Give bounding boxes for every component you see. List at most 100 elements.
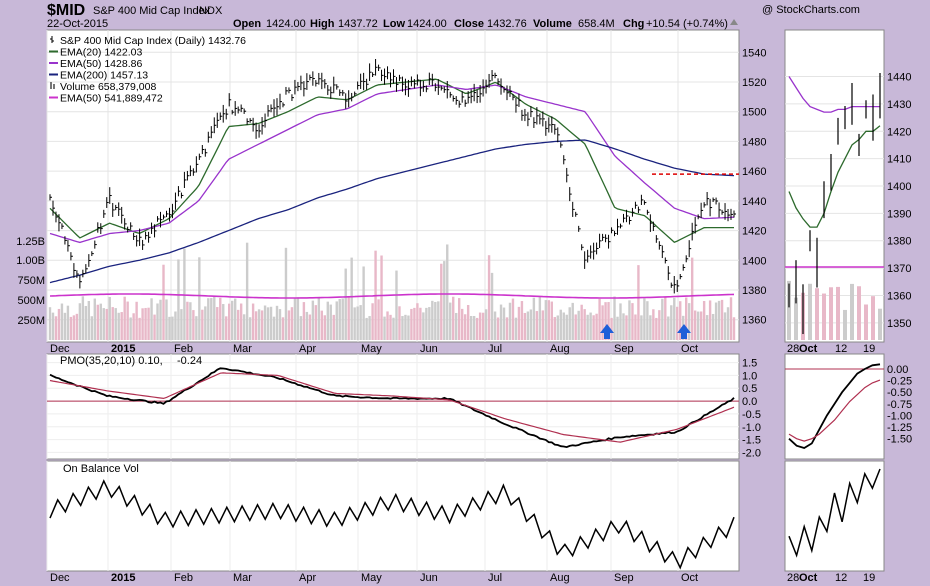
price-tick-label: 1360 bbox=[742, 315, 766, 327]
volume-bar bbox=[320, 310, 324, 340]
volume-bar bbox=[532, 297, 536, 340]
zoom-pmo-tick-label: -0.25 bbox=[887, 376, 912, 388]
legend-ohlc-icon bbox=[50, 36, 54, 43]
month-tick-label-bottom: Oct bbox=[681, 572, 698, 584]
zoom-x-tick-label-bottom: 19 bbox=[863, 572, 875, 584]
volume-bar bbox=[529, 309, 533, 340]
volume-bar bbox=[649, 315, 652, 340]
volume-bar bbox=[517, 306, 521, 340]
volume-bar bbox=[213, 296, 216, 340]
zoom-volume-bar bbox=[808, 283, 812, 340]
volume-bar bbox=[305, 311, 309, 340]
volume-bar bbox=[559, 309, 562, 340]
volume-bar bbox=[78, 303, 82, 340]
volume-bar bbox=[66, 305, 70, 340]
volume-bar bbox=[478, 312, 482, 340]
price-tick-label: 1480 bbox=[742, 136, 766, 148]
volume-bar bbox=[404, 314, 407, 340]
volume-bar bbox=[245, 242, 249, 340]
volume-bar bbox=[431, 300, 434, 340]
obv-panel bbox=[46, 460, 740, 572]
zoom-price-tick-label: 1400 bbox=[887, 181, 911, 193]
zoom-volume-bar bbox=[794, 297, 798, 340]
volume-bar bbox=[604, 302, 607, 340]
volume-bar bbox=[589, 312, 592, 340]
volume-bar bbox=[120, 312, 123, 340]
volume-bar bbox=[410, 308, 413, 340]
volume-bar bbox=[562, 312, 565, 340]
zoom-price-tick-label: 1370 bbox=[887, 263, 911, 275]
month-tick-label-bottom: Aug bbox=[550, 572, 570, 584]
pmo-panel bbox=[46, 353, 740, 460]
volume-bar bbox=[368, 316, 371, 340]
volume-bar bbox=[711, 313, 715, 340]
volume-bar bbox=[699, 311, 703, 340]
volume-bar bbox=[568, 307, 571, 340]
gridlines bbox=[46, 30, 884, 571]
volume-bar bbox=[652, 309, 655, 340]
volume-bar bbox=[460, 308, 464, 340]
volume-bar bbox=[723, 312, 727, 340]
volume-bar bbox=[484, 309, 488, 340]
volume-bar bbox=[422, 312, 425, 340]
ohlc-bars bbox=[49, 58, 881, 335]
index-name: S&P 400 Mid Cap Index bbox=[93, 5, 211, 17]
volume-bar bbox=[60, 303, 64, 340]
ema50-line bbox=[49, 84, 735, 244]
volume-value: 658.4M bbox=[578, 18, 615, 30]
volume-bar bbox=[535, 311, 539, 340]
zoom-obv-line bbox=[788, 468, 881, 558]
price-tick-label: 1500 bbox=[742, 107, 766, 119]
legend-bar-icon bbox=[53, 84, 55, 89]
volume-bar bbox=[463, 314, 467, 340]
low-arrow-august-icon bbox=[600, 324, 614, 339]
obv-label: On Balance Vol bbox=[63, 463, 139, 475]
zoom-obv-panel bbox=[784, 460, 885, 572]
volume-bar bbox=[192, 310, 195, 340]
volume-bar bbox=[577, 310, 580, 340]
zoom-volume-bar bbox=[787, 280, 791, 340]
zoom-volume-bar bbox=[871, 296, 875, 340]
price-tick-label: 1440 bbox=[742, 196, 766, 208]
zoom-volume-bar bbox=[878, 308, 882, 340]
volume-bar bbox=[260, 310, 264, 340]
volume-bar bbox=[490, 272, 494, 340]
volume-bar bbox=[523, 312, 527, 340]
volume-bar bbox=[129, 317, 132, 340]
volume-bar bbox=[126, 301, 129, 340]
volume-bar bbox=[332, 314, 335, 340]
volume-bar bbox=[607, 302, 610, 340]
volume-bar bbox=[290, 307, 294, 340]
volume-bar bbox=[293, 298, 297, 340]
volume-bar bbox=[281, 317, 285, 340]
volume-bar bbox=[207, 298, 210, 340]
volume-bar bbox=[308, 314, 312, 340]
month-tick-label-bottom: 2015 bbox=[111, 572, 135, 584]
month-tick-label-bottom: Sep bbox=[614, 572, 634, 584]
volume-bar bbox=[401, 316, 404, 340]
pmo-signal-line bbox=[49, 372, 735, 443]
volume-bar bbox=[117, 312, 120, 340]
volume-bar bbox=[625, 315, 628, 340]
volume-bar bbox=[263, 305, 267, 340]
volume-bar bbox=[159, 299, 162, 340]
volume-bar bbox=[511, 298, 515, 340]
volume-bar bbox=[365, 317, 368, 340]
volume-bar bbox=[475, 317, 479, 340]
zoom-volume-bar bbox=[843, 309, 847, 340]
volume-bar bbox=[428, 307, 431, 340]
low-value: 1424.00 bbox=[407, 18, 447, 30]
volume-bar bbox=[225, 316, 228, 340]
zoom-price-tick-label: 1380 bbox=[887, 236, 911, 248]
volume-bar bbox=[714, 302, 718, 340]
zoom-volume-bar bbox=[829, 287, 833, 340]
month-tick-label-bottom: Apr bbox=[299, 572, 316, 584]
volume-bar bbox=[165, 299, 168, 340]
volume-bar bbox=[550, 301, 553, 340]
legend: S&P 400 Mid Cap Index (Daily) 1432.76EMA… bbox=[49, 35, 246, 105]
open-value: 1424.00 bbox=[266, 18, 306, 30]
month-tick-label: Aug bbox=[550, 343, 570, 355]
volume-bar bbox=[231, 300, 234, 340]
volume-bar bbox=[251, 303, 255, 340]
